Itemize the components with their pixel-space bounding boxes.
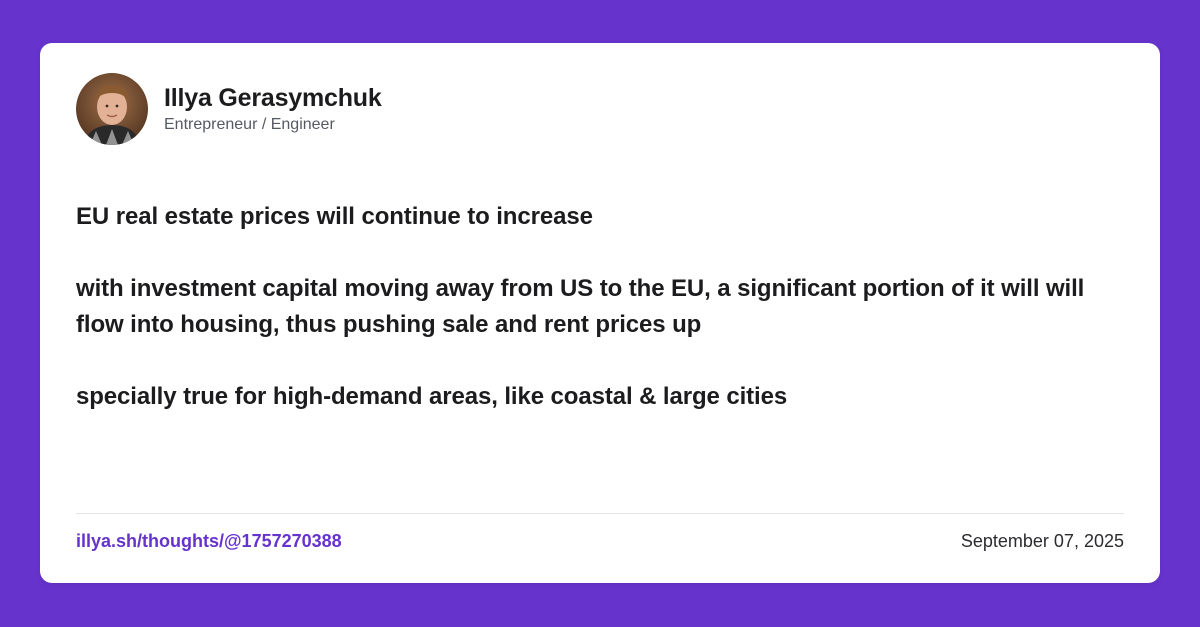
permalink[interactable]: illya.sh/thoughts/@1757270388	[76, 531, 342, 551]
profile-photo-icon	[76, 73, 148, 145]
post-card: Illya Gerasymchuk Entrepreneur / Enginee…	[40, 43, 1160, 583]
author-name[interactable]: Illya Gerasymchuk	[164, 84, 382, 112]
footer-divider	[76, 513, 1124, 514]
post-paragraph: specially true for high-demand areas, li…	[76, 383, 788, 410]
post-paragraph: EU real estate prices will continue to i…	[76, 203, 593, 230]
post-body: EU real estate prices will continue to i…	[76, 199, 1126, 451]
avatar[interactable]	[76, 73, 148, 145]
author-header: Illya Gerasymchuk Entrepreneur / Enginee…	[76, 73, 382, 145]
post-date: September 07, 2025	[960, 531, 1124, 551]
post-paragraph: with investment capital moving away from…	[76, 275, 1085, 338]
author-identity: Illya Gerasymchuk Entrepreneur / Enginee…	[164, 83, 382, 135]
author-title: Entrepreneur / Engineer	[164, 116, 335, 133]
